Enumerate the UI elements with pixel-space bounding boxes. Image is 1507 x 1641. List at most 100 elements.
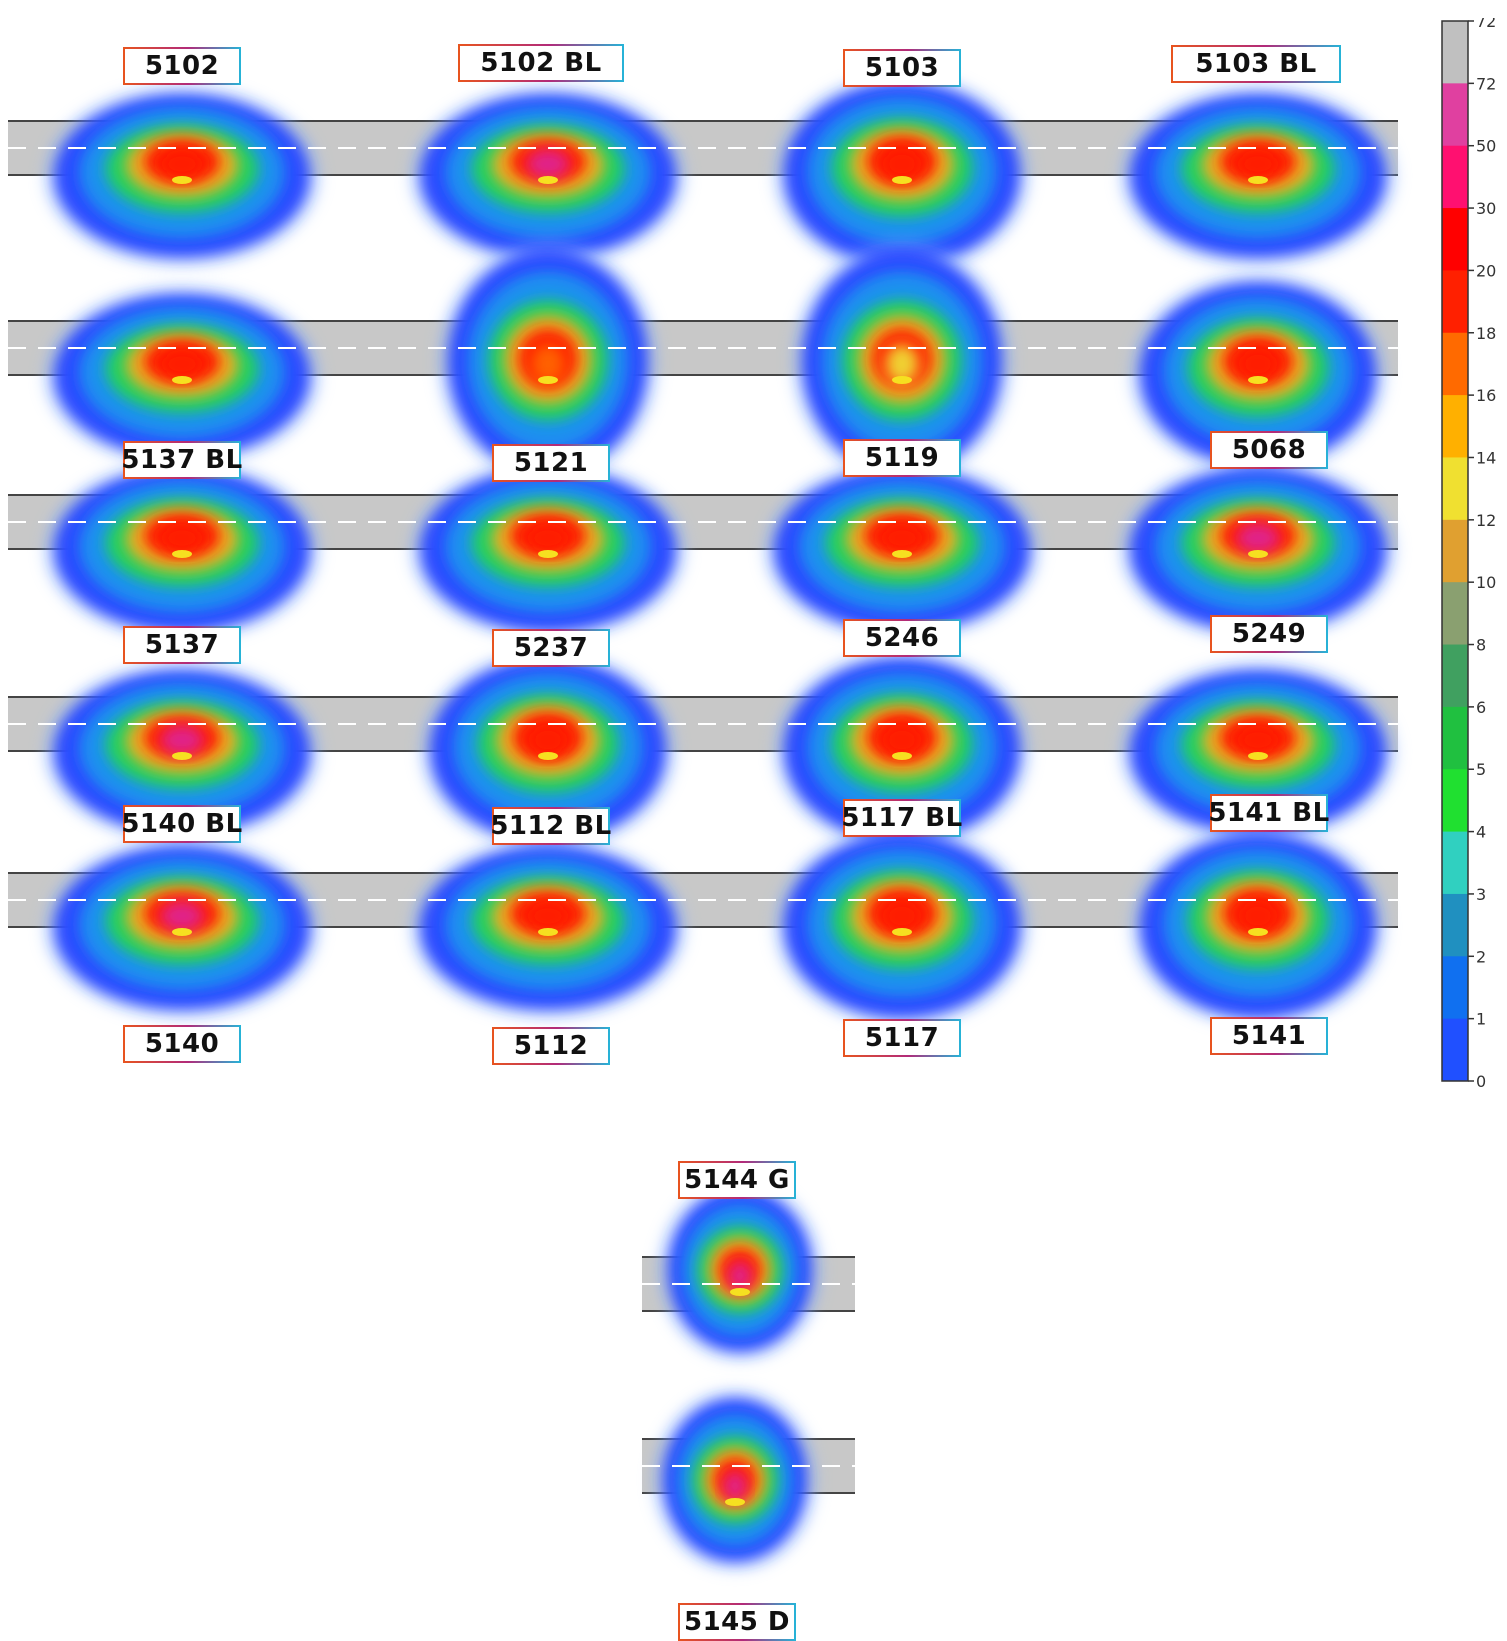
colorbar-segment [1442, 769, 1468, 833]
heatmap-blob [1118, 458, 1398, 642]
panel-label: 5117 [843, 1019, 961, 1057]
panel-label: 5068 [1210, 431, 1328, 469]
colorbar-segment [1442, 332, 1468, 396]
blob-peak [892, 752, 912, 760]
heatmap-blob [772, 648, 1032, 852]
panel-label: 5102 [123, 47, 241, 85]
blob-peak [538, 376, 558, 384]
blob-core [1236, 725, 1280, 755]
colorbar-tick-label: 2 [1476, 947, 1486, 966]
heatmap-blob [1118, 660, 1398, 844]
colorbar-tick-label: 8 [1476, 636, 1486, 655]
heatmap-blob [772, 72, 1032, 276]
blob-core [881, 147, 923, 181]
heatmap-blob [1118, 84, 1398, 268]
panel-label: 5145 D [678, 1603, 796, 1641]
colorbar-tick-label: 72 [1476, 18, 1496, 31]
panel-label: 5103 [843, 49, 961, 87]
colorbar-tick-label: 10 [1476, 573, 1496, 592]
panel-label: 5246 [843, 619, 961, 657]
panel-label: 5121 [492, 444, 610, 482]
blob-core [881, 899, 923, 933]
heatmap-blob [418, 648, 678, 852]
blob-core [1236, 523, 1280, 553]
blob-peak [1248, 550, 1268, 558]
heatmap-blob [42, 836, 322, 1020]
colorbar-segment [1442, 956, 1468, 1020]
blob-core [881, 723, 923, 757]
colorbar-segment [1442, 893, 1468, 957]
blob-peak [172, 176, 192, 184]
panel-label: 5237 [492, 629, 610, 667]
panel-label: 5137 BL [121, 441, 242, 479]
blob-peak [1248, 752, 1268, 760]
heatmap-blob [1128, 272, 1388, 476]
blob-core [880, 523, 924, 553]
colorbar-segment [1442, 145, 1468, 209]
panel-label: 5112 BL [490, 807, 611, 845]
colorbar-segment [1442, 582, 1468, 646]
colorbar-segment [1442, 270, 1468, 334]
heatmap-blob [772, 824, 1032, 1028]
colorbar-tick-label: 20 [1476, 261, 1496, 280]
colorbar-segment [1442, 83, 1468, 147]
colorbar-segment [1442, 831, 1468, 895]
blob-core [160, 901, 204, 931]
blob-peak [172, 550, 192, 558]
heatmap-blob [762, 458, 1042, 642]
heatmap-blob [651, 1388, 819, 1572]
panel-label: 5103 BL [1171, 45, 1341, 83]
blob-peak [538, 752, 558, 760]
heatmap-blob [436, 240, 660, 484]
blob-peak [1248, 928, 1268, 936]
blob-core [1236, 149, 1280, 179]
blob-peak [892, 376, 912, 384]
heatmap-blob [656, 1178, 824, 1362]
blob-core [160, 149, 204, 179]
heatmap-blob [1128, 824, 1388, 1028]
blob-peak [172, 928, 192, 936]
blob-peak [892, 550, 912, 558]
panel-label: 5137 [123, 626, 241, 664]
panel-label: 5249 [1210, 615, 1328, 653]
heatmap-blob [42, 84, 322, 268]
blob-core [722, 1471, 748, 1501]
colorbar-tick-label: 14 [1476, 448, 1496, 467]
blob-core [160, 725, 204, 755]
colorbar-tick-label: 1 [1476, 1010, 1486, 1029]
colorbar-segment [1442, 395, 1468, 458]
blob-core [1237, 899, 1279, 933]
blob-peak [892, 928, 912, 936]
heatmap-blob [790, 240, 1014, 484]
blob-peak [1248, 376, 1268, 384]
panel-label: 5102 BL [458, 44, 624, 82]
blob-peak [538, 928, 558, 936]
colorbar-tick-label: 16 [1476, 386, 1496, 405]
blob-peak [172, 752, 192, 760]
blob-peak [538, 176, 558, 184]
blob-core [160, 523, 204, 553]
colorbar-segment [1442, 706, 1468, 770]
heatmap-blob [42, 458, 322, 642]
heatmap-blob [42, 660, 322, 844]
colorbar-tick-label: 4 [1476, 823, 1486, 842]
blob-peak [725, 1498, 745, 1506]
blob-peak [892, 176, 912, 184]
panel-label: 5141 [1210, 1017, 1328, 1055]
panel-label: 5144 G [678, 1161, 796, 1199]
colorbar-segment [1442, 1018, 1468, 1082]
panel-label: 5140 [123, 1025, 241, 1063]
blob-core [527, 723, 569, 757]
colorbar-tick-label: 5 [1476, 760, 1486, 779]
blob-peak [538, 550, 558, 558]
blob-peak [172, 376, 192, 384]
blob-peak [730, 1288, 750, 1296]
colorbar-segment [1442, 457, 1468, 521]
panel-label: 5112 [492, 1027, 610, 1065]
colorbar-segment [1442, 208, 1468, 271]
blob-core [1237, 347, 1279, 381]
colorbar-tick-label: 0 [1476, 1072, 1486, 1091]
colorbar-tick-label: 72 [1476, 74, 1496, 93]
